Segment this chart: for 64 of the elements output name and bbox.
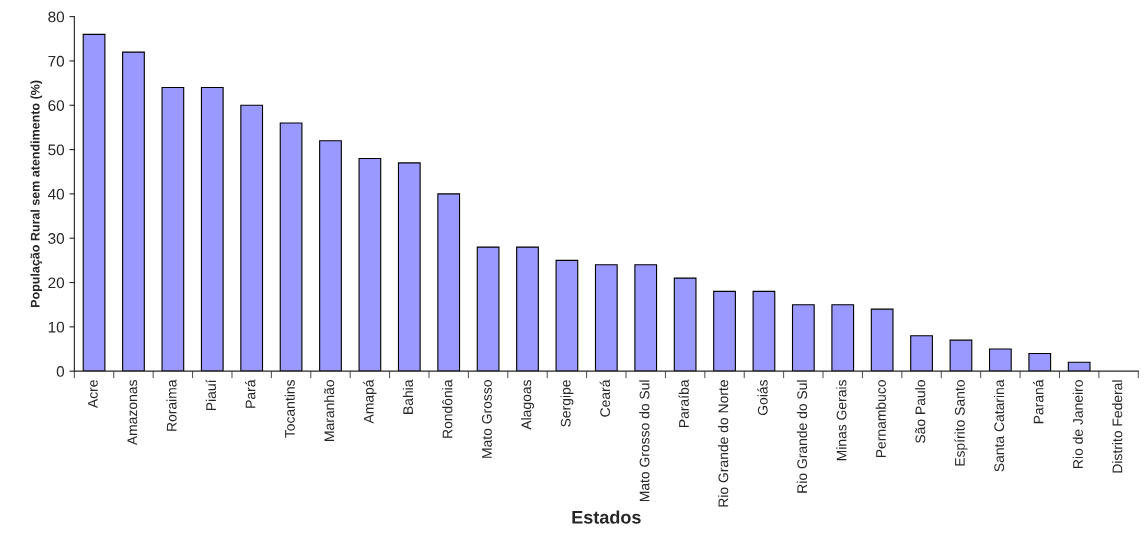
x-tick-label: Amapá	[363, 379, 377, 424]
bar	[1028, 352, 1052, 372]
bar	[122, 51, 145, 372]
x-tick-label: Rio Grande do Norte	[718, 380, 729, 507]
x-tick-label: Roraima	[166, 379, 177, 431]
bar	[594, 264, 618, 372]
x-tick-label: Amazonas	[127, 380, 138, 446]
y-axis-title: População Rural sem atendimento (%)	[30, 80, 43, 307]
x-tick-label: Acre	[88, 380, 98, 409]
x-tick-label: Pará	[245, 379, 256, 408]
x-tick-label: Distrito Federal	[1112, 380, 1123, 473]
bar	[240, 104, 264, 372]
x-tick-label: Goiás	[757, 380, 768, 416]
x-tick-label: Mato Grosso do Sul	[639, 380, 650, 502]
y-tick-label: 0	[56, 366, 65, 377]
bar	[673, 277, 697, 372]
x-tick-label: Santa Catarina	[993, 379, 1005, 472]
x-tick-label: Sergipe	[560, 380, 574, 427]
bar	[988, 348, 1012, 372]
x-tick-label: Espírito Santo	[954, 380, 968, 466]
x-tick-label: Tocantins	[284, 380, 295, 438]
x-tick-label: São Paulo	[915, 380, 926, 443]
x-tick-label: Pernambuco	[875, 380, 886, 458]
x-axis-title: Estados	[572, 510, 641, 524]
y-tick-label: 20	[48, 277, 65, 289]
x-tick-label: Maranhão	[324, 380, 335, 441]
bar	[910, 335, 933, 372]
x-tick-label: Piauí	[205, 379, 216, 411]
bar	[555, 259, 579, 372]
y-tick-label: 80	[48, 11, 65, 23]
bar	[870, 308, 894, 372]
bar	[1067, 361, 1091, 372]
x-tick-label: Mato Grosso	[482, 380, 492, 458]
bar	[476, 246, 500, 372]
x-tick-label: Rondônia	[442, 379, 453, 438]
x-tick-label: Minas Gerais	[836, 380, 847, 461]
x-tick-label: Rio Grande do Sul	[796, 380, 808, 493]
x-tick-label: Paraíba	[678, 379, 689, 428]
y-tick-label: 10	[48, 321, 65, 333]
bar	[200, 86, 224, 372]
bar	[752, 290, 776, 372]
x-tick-label: Paraná	[1033, 379, 1044, 424]
bar	[791, 304, 815, 372]
bar	[713, 290, 736, 372]
bar	[634, 264, 658, 372]
bar	[358, 157, 382, 372]
y-tick-label: 40	[48, 188, 65, 200]
bar	[82, 33, 106, 372]
x-tick-label: Ceará	[599, 379, 611, 417]
y-tick-label: 60	[48, 100, 65, 111]
bar	[949, 339, 973, 372]
bar	[397, 162, 421, 372]
x-tick-label: Alagoas	[521, 380, 534, 430]
bar	[161, 86, 185, 372]
bar	[319, 140, 342, 372]
y-tick-label: 70	[48, 55, 65, 67]
y-tick-label: 30	[48, 233, 65, 244]
bar	[831, 304, 855, 372]
x-tick-label: Bahia	[402, 379, 414, 414]
y-tick-label: 50	[48, 144, 65, 156]
x-tick-label: Rio de Janeiro	[1072, 380, 1083, 468]
bar	[279, 122, 303, 372]
bar	[516, 246, 539, 372]
bar	[437, 193, 461, 372]
